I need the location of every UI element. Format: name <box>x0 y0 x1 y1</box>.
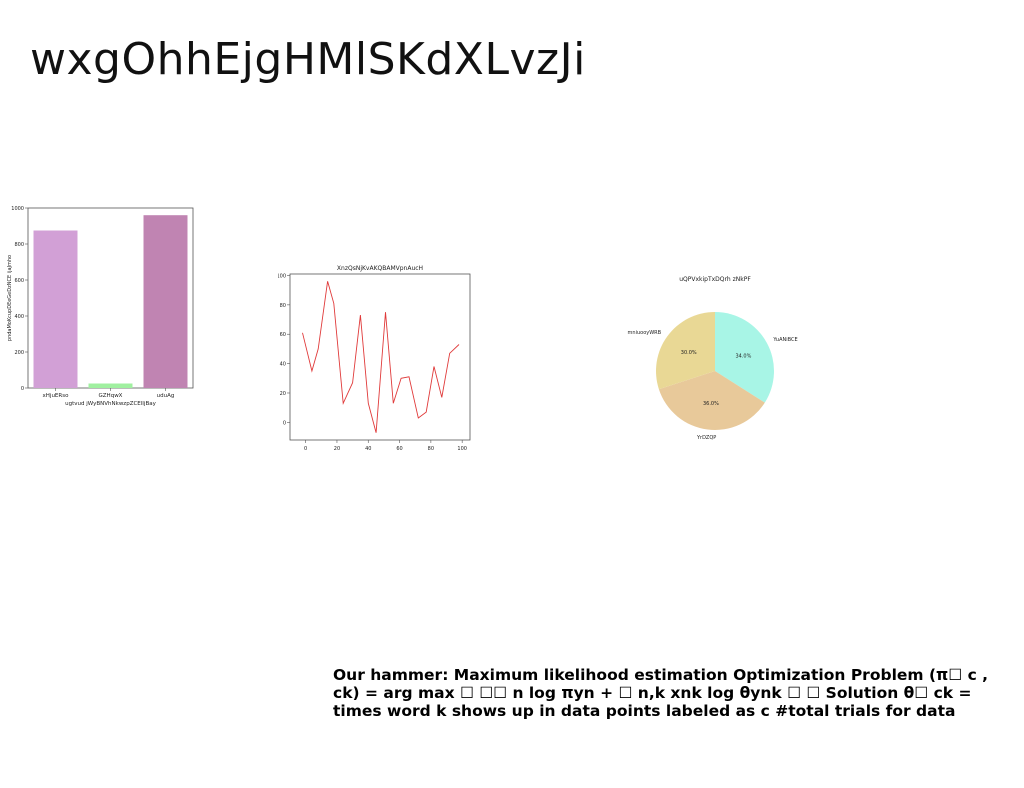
bar-y-tick-label: 400 <box>14 314 24 320</box>
pie-slice <box>715 312 775 403</box>
pie-chart-title: uQPVxkipTxDQrh zNkPF <box>679 276 751 283</box>
line-chart: XnzQsNjKvAKQBAMVpnAucH 0 20 40 60 80 100 0 20 40 6… <box>278 265 471 452</box>
line-chart-title: XnzQsNjKvAKQBAMVpnAucH <box>337 265 423 272</box>
bar-chart: 0 200 400 600 800 1000 xHjuERso GZHqwX uduAgugtv… <box>7 206 194 407</box>
slide-caption: Our hammer: Maximum likelihood estimatio… <box>333 666 989 720</box>
bar-y-tick-label: 600 <box>14 278 24 284</box>
pie-slice-label: mniuooyWRB <box>628 330 662 336</box>
bar-x-tick-label: xHjuERso <box>43 393 70 399</box>
line-x-tick-label: 100 <box>457 446 467 452</box>
bar <box>33 230 78 388</box>
line-x-tick-label: 80 <box>428 446 434 452</box>
bar-y-tick-label: 200 <box>14 350 24 356</box>
line-y-tick-label: 40 <box>280 362 286 368</box>
bar-x-tick-label: GZHqwX <box>99 393 123 399</box>
bar-y-tick-label: 800 <box>14 242 24 248</box>
pie-slice-percent: 36.0% <box>703 401 719 407</box>
line-x-tick-label: 40 <box>365 446 371 452</box>
line-x-tick-label: 20 <box>334 446 340 452</box>
pie-slice-label: YuANiBCE <box>772 337 797 343</box>
bar-y-axis-label: pndaMoKcupDEeGeDzNCE ijaJmho <box>7 255 13 341</box>
pie-slice-percent: 34.0% <box>735 353 751 359</box>
line-y-tick-label: 20 <box>280 391 286 397</box>
bar-x-tick-label: uduAg <box>157 393 175 399</box>
slide-title: wxgOhhEjgHMlSKdXLvzJi <box>30 34 586 85</box>
line-x-tick-label: 0 <box>304 446 307 452</box>
line-x-tick-label: 60 <box>396 446 402 452</box>
pie-slice-percent: 30.0% <box>681 350 697 356</box>
bar-y-tick-label: 1000 <box>11 206 24 212</box>
pie-slice <box>658 371 765 430</box>
pie-slice-label: YrDZQP <box>696 435 716 441</box>
bar <box>143 215 188 388</box>
line-y-tick-label: 0 <box>283 420 286 426</box>
pie-slice <box>656 312 715 390</box>
bar-x-axis-label: ugtvud jWyBNVhNkwzpZCElIjBay <box>65 401 156 407</box>
line-plot-frame <box>289 273 471 441</box>
line-series <box>302 281 460 433</box>
line-y-tick-label: 60 <box>280 332 286 338</box>
line-y-tick-label: 100 <box>278 273 286 279</box>
pie-chart: uQPVxkipTxDQrh zNkPF 34.0% YuANiBCE 36.0% Yr… <box>628 276 798 441</box>
line-y-tick-label: 80 <box>280 303 286 309</box>
bar-y-tick-label: 0 <box>21 386 24 392</box>
bar <box>88 383 133 388</box>
